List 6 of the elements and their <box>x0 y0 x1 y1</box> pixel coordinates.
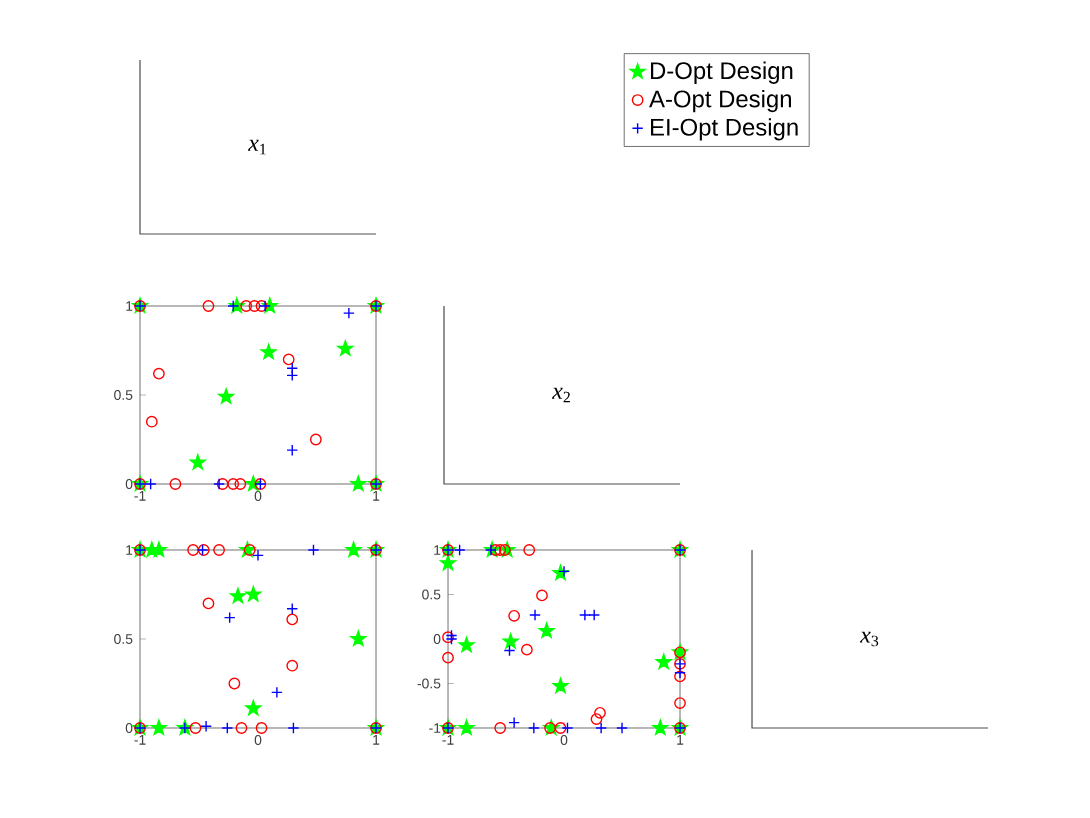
legend-label: EI-Opt Design <box>651 118 798 141</box>
text: x$_{3}$ <box>859 631 879 647</box>
text: x$_{2}$ <box>551 387 570 403</box>
text: x$_{1}$ <box>247 139 266 155</box>
legend-label: D-Opt Design <box>651 61 793 84</box>
legend-label: A-Opt Design <box>649 89 791 113</box>
